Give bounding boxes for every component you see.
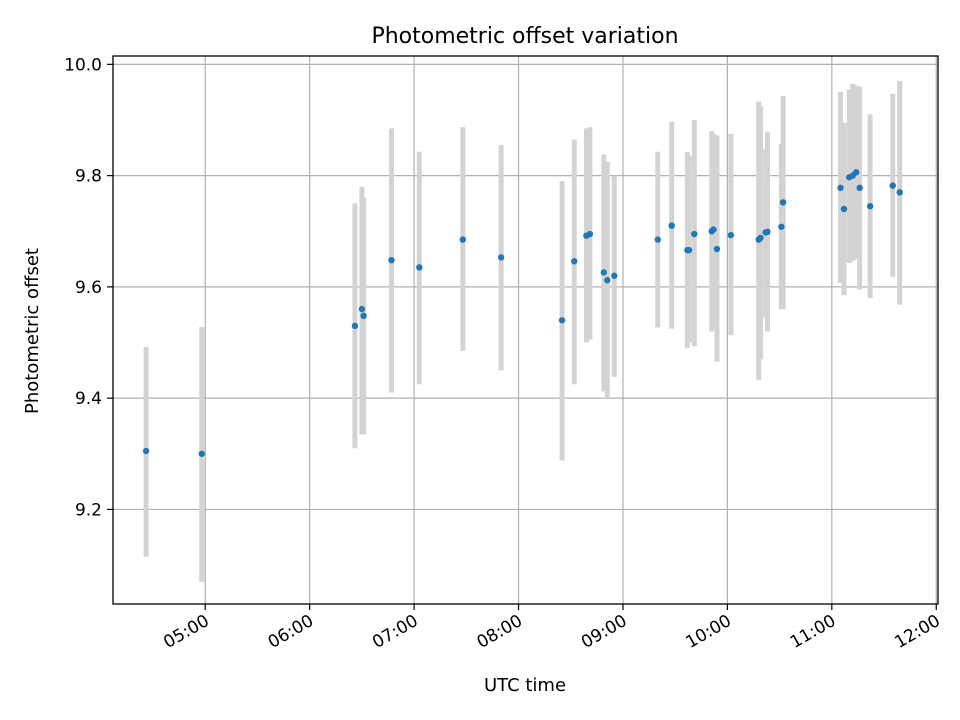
x-tick-label: 10:00 xyxy=(682,611,734,653)
axis-ticks: 05:00 06:00 07:00 08:00 09:00 10:00 11:00 12:00… xyxy=(64,55,944,652)
x-tick-label: 06:00 xyxy=(265,611,317,653)
data-point xyxy=(600,269,608,276)
y-tick-label: 9.2 xyxy=(75,500,102,520)
data-point xyxy=(691,230,698,238)
data-point xyxy=(764,228,771,236)
data-point xyxy=(604,277,611,284)
x-tick-label: 09:00 xyxy=(578,611,630,653)
data-point xyxy=(654,236,661,243)
y-tick-label: 9.6 xyxy=(75,278,102,298)
data-point xyxy=(866,203,874,210)
data-point xyxy=(198,450,205,457)
data-point xyxy=(896,189,903,196)
data-point xyxy=(779,199,787,206)
data-point xyxy=(571,258,578,265)
data-point xyxy=(713,245,721,253)
data-points xyxy=(142,169,903,457)
data-point xyxy=(358,305,366,313)
chart-title: Photometric offset variation xyxy=(371,24,678,49)
data-point xyxy=(852,169,860,176)
data-point xyxy=(778,223,785,230)
plot-area-frame xyxy=(112,55,939,605)
data-point xyxy=(558,317,566,324)
y-tick-label: 9.4 xyxy=(75,389,102,409)
x-tick-label: 07:00 xyxy=(369,611,421,653)
x-tick-label: 11:00 xyxy=(787,611,839,653)
error-bars xyxy=(143,81,903,582)
data-point xyxy=(416,264,423,271)
x-tick-label: 08:00 xyxy=(474,611,526,653)
data-point xyxy=(142,447,150,455)
data-point xyxy=(685,246,693,254)
data-point xyxy=(727,231,735,239)
data-point xyxy=(459,236,467,243)
data-point xyxy=(837,184,844,192)
y-tick-label: 10.0 xyxy=(64,55,102,75)
data-point xyxy=(856,184,863,192)
data-point xyxy=(889,182,896,189)
x-axis-label: UTC time xyxy=(484,675,566,696)
data-point xyxy=(840,205,848,213)
data-point xyxy=(586,230,594,238)
data-point xyxy=(668,222,675,229)
y-tick-label: 9.8 xyxy=(75,167,102,187)
data-point xyxy=(388,256,395,264)
grid-lines xyxy=(113,56,938,604)
data-point xyxy=(360,312,367,320)
data-point xyxy=(611,272,618,279)
data-point xyxy=(710,226,717,233)
data-point xyxy=(351,322,359,330)
y-axis-label: Photometric offset xyxy=(22,248,43,414)
data-point xyxy=(757,234,764,242)
data-point xyxy=(497,254,505,261)
x-tick-label: 05:00 xyxy=(160,611,212,653)
x-tick-label: 12:00 xyxy=(891,611,943,653)
